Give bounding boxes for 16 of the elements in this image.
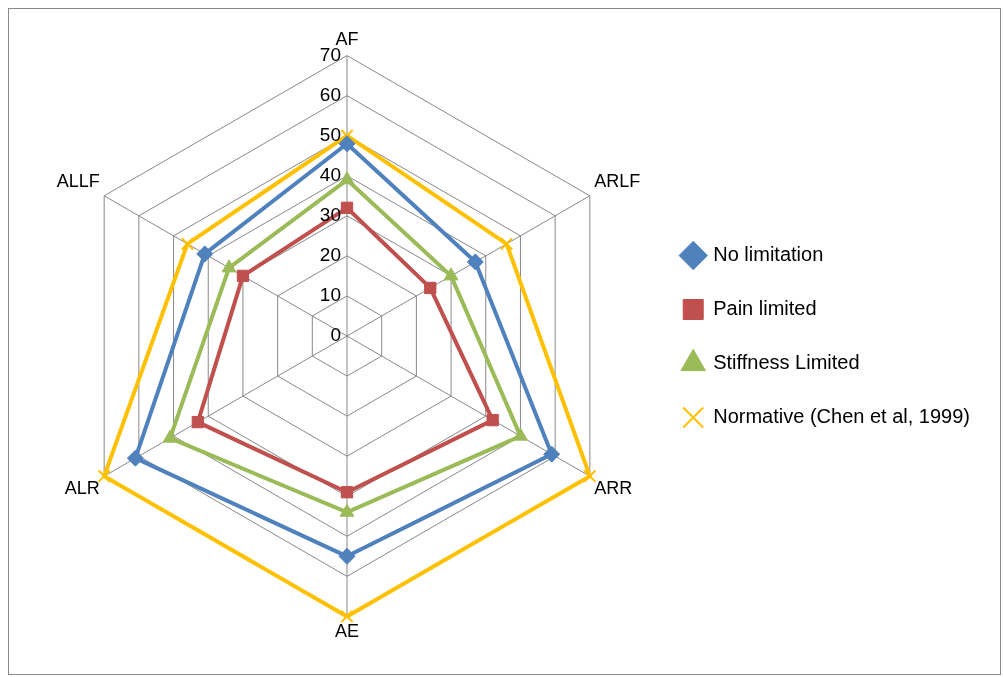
spoke-label: ARR [594,478,633,499]
legend-label: Stiffness Limited [713,351,860,374]
legend-label: Pain limited [713,297,817,320]
spoke-label: ARLF [594,171,641,192]
legend-label: Normative (Chen et al, 1999) [713,405,971,428]
y-tick-label: 0 [330,324,341,346]
spoke-label: ALR [64,478,100,499]
spoke-label: AF [335,28,359,49]
y-tick-label: 20 [319,244,341,266]
spoke-label: AE [334,621,360,642]
y-tick-label: 10 [319,284,341,306]
spoke-label: ALLF [56,171,100,192]
y-tick-label: 60 [319,83,341,105]
y-tick-label: 40 [319,164,341,186]
y-tick-label: 50 [319,123,341,145]
legend-label: No limitation [713,243,824,266]
